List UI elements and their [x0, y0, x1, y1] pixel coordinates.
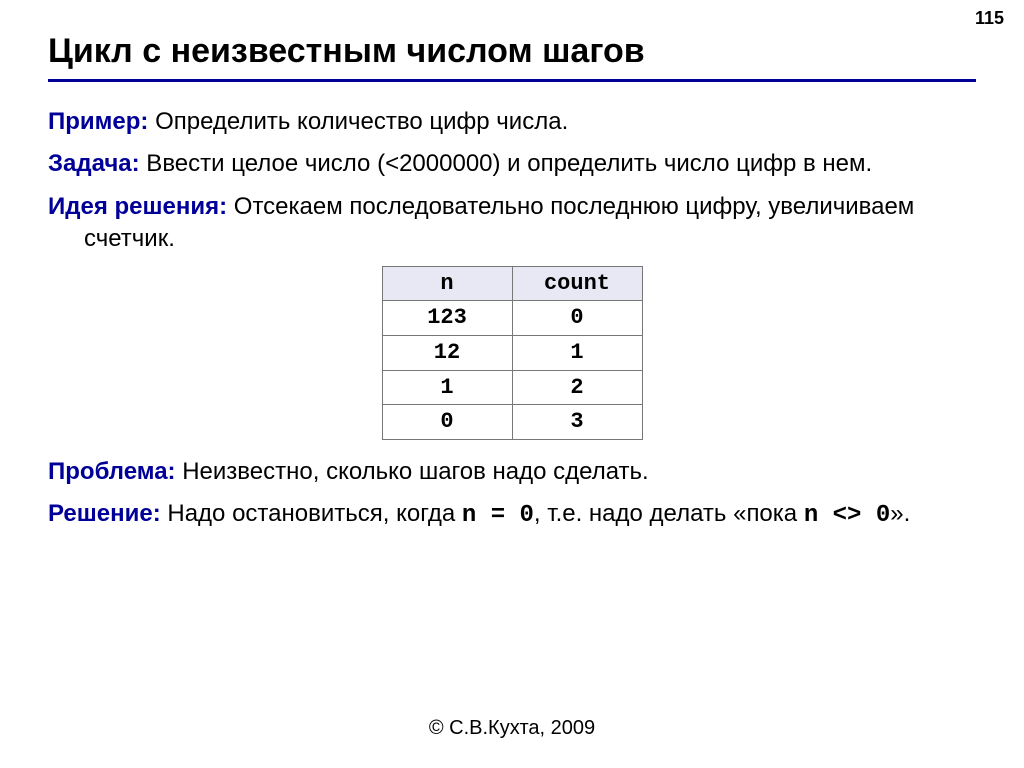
table-row: 0 3: [382, 405, 642, 440]
table-cell: 3: [512, 405, 642, 440]
solution-text-post: ».: [890, 500, 910, 527]
example-paragraph: Пример: Определить количество цифр числа…: [48, 106, 976, 138]
table-header-count: count: [512, 266, 642, 301]
table-row: 123 0: [382, 301, 642, 336]
problem-text: Неизвестно, сколько шагов надо сделать.: [176, 458, 649, 485]
task-label: Задача:: [48, 150, 140, 177]
table-header-row: n count: [382, 266, 642, 301]
table-row: 1 2: [382, 370, 642, 405]
content-area: Пример: Определить количество цифр числа…: [48, 106, 976, 533]
solution-code-2: n <> 0: [804, 502, 890, 529]
table-cell: 12: [382, 335, 512, 370]
solution-text-mid: , т.е. надо делать «пока: [534, 500, 804, 527]
copyright: © С.В.Кухта, 2009: [0, 717, 1024, 740]
problem-paragraph: Проблема: Неизвестно, сколько шагов надо…: [48, 456, 976, 488]
table-cell: 0: [382, 405, 512, 440]
example-label: Пример:: [48, 108, 148, 135]
solution-code-1: n = 0: [462, 502, 534, 529]
table-cell: 1: [382, 370, 512, 405]
table-row: 12 1: [382, 335, 642, 370]
table-cell: 2: [512, 370, 642, 405]
table-cell: 123: [382, 301, 512, 336]
example-text: Определить количество цифр числа.: [148, 108, 568, 135]
page-title: Цикл с неизвестным числом шагов: [48, 32, 976, 71]
table-cell: 0: [512, 301, 642, 336]
table-header-n: n: [382, 266, 512, 301]
idea-label: Идея решения:: [48, 193, 227, 220]
solution-label: Решение:: [48, 500, 161, 527]
page-number: 115: [975, 8, 1004, 29]
table-cell: 1: [512, 335, 642, 370]
trace-table: n count 123 0 12 1 1 2 0 3: [382, 266, 643, 440]
solution-text-pre: Надо остановиться, когда: [161, 500, 462, 527]
solution-paragraph: Решение: Надо остановиться, когда n = 0,…: [48, 498, 976, 532]
problem-label: Проблема:: [48, 458, 176, 485]
idea-paragraph: Идея решения: Отсекаем последовательно п…: [48, 191, 976, 256]
task-paragraph: Задача: Ввести целое число (<2000000) и …: [48, 148, 976, 180]
title-underline: [48, 79, 976, 82]
task-text: Ввести целое число (<2000000) и определи…: [140, 150, 873, 177]
